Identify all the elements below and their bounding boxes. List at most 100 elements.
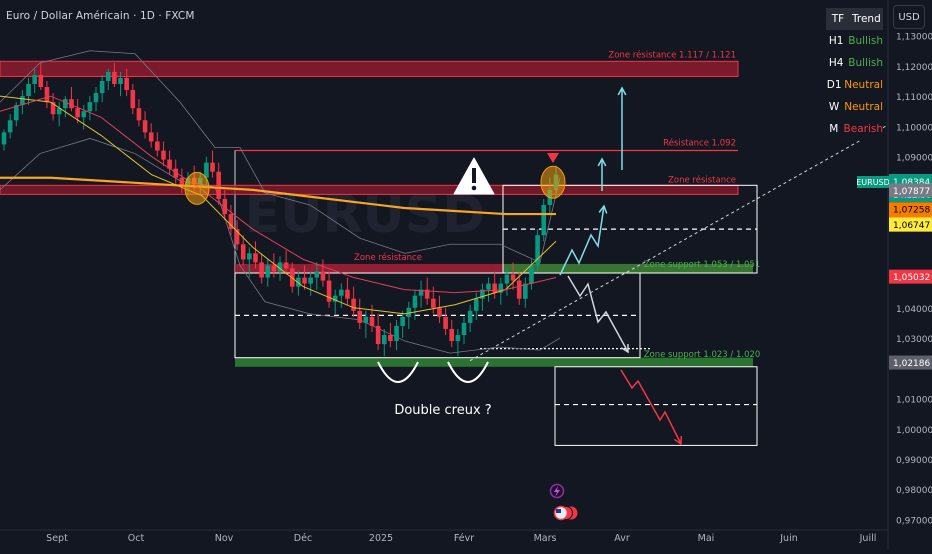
warning-icon-bar bbox=[472, 168, 476, 183]
candle-body bbox=[81, 111, 87, 118]
candle-body bbox=[63, 99, 68, 109]
candle-body bbox=[112, 71, 117, 84]
candle-body bbox=[13, 105, 19, 121]
candle-body bbox=[179, 177, 185, 187]
zone-label: Zone résistance bbox=[354, 252, 422, 263]
candle-body bbox=[130, 90, 136, 109]
target-arrow-top-head bbox=[617, 86, 627, 96]
zone-label: Zone résistance 1.117 / 1.121 bbox=[608, 49, 736, 60]
candle-body bbox=[56, 108, 62, 115]
candle-body bbox=[339, 289, 344, 296]
candle-body bbox=[99, 80, 105, 94]
candle-body bbox=[345, 289, 350, 299]
trend-timeframe: H4 bbox=[828, 57, 844, 69]
price-tag bbox=[889, 217, 932, 232]
lightning-icon bbox=[554, 486, 560, 497]
trend-timeframe: M bbox=[829, 123, 839, 135]
trend-timeframe: H1 bbox=[828, 35, 844, 47]
candle-body bbox=[400, 316, 405, 326]
y-tick-label: 1,12000 bbox=[896, 63, 932, 73]
highlight-circle bbox=[184, 171, 210, 205]
y-tick-label: 1,00000 bbox=[896, 426, 932, 436]
candle-body bbox=[253, 253, 258, 263]
candle-body bbox=[148, 132, 154, 142]
candle-body bbox=[437, 307, 442, 317]
trend-row: D1 Neutral bbox=[826, 74, 883, 96]
bullish-path-arrow bbox=[559, 205, 605, 276]
y-tick-label: 0,97000 bbox=[896, 516, 932, 526]
candle-body bbox=[234, 229, 240, 245]
y-tick-label: 1,09000 bbox=[896, 154, 932, 164]
candle-body bbox=[375, 325, 381, 345]
candle-body bbox=[486, 283, 491, 290]
candle-body bbox=[259, 262, 264, 278]
target-arrow-mid-head bbox=[597, 157, 607, 167]
zone-resistance-top[interactable] bbox=[0, 60, 739, 77]
trend-row: W Neutral bbox=[826, 96, 883, 118]
candle-body bbox=[516, 280, 522, 299]
candle-body bbox=[498, 283, 504, 293]
candle-body bbox=[105, 71, 111, 81]
x-tick-label: Mars bbox=[534, 533, 557, 544]
candle-body bbox=[222, 198, 228, 215]
trend-value: Neutral bbox=[844, 101, 883, 113]
candle-body bbox=[369, 316, 375, 326]
candle-body bbox=[308, 277, 313, 284]
warning-icon-dot bbox=[471, 185, 477, 191]
highlight-circle bbox=[540, 165, 566, 199]
candle-body bbox=[406, 307, 412, 317]
candle-body bbox=[240, 244, 246, 260]
candle-body bbox=[69, 99, 74, 109]
candle-body bbox=[314, 271, 320, 278]
y-tick-label: 0,99000 bbox=[896, 456, 932, 466]
currency-button[interactable]: USD bbox=[893, 5, 925, 29]
candle-body bbox=[32, 74, 37, 84]
candle-body bbox=[363, 316, 369, 323]
breakdown-arrow-head bbox=[674, 435, 683, 446]
ma-yellow-line bbox=[0, 95, 557, 315]
candle-body bbox=[20, 96, 25, 106]
candle-body bbox=[461, 322, 467, 336]
candle-body bbox=[412, 295, 418, 308]
candle-body bbox=[277, 262, 283, 272]
price-tag bbox=[889, 202, 932, 217]
candle-body bbox=[87, 102, 93, 112]
price-tag bbox=[889, 269, 932, 284]
candle-body bbox=[455, 335, 461, 342]
trend-row: M Bearish bbox=[826, 118, 883, 140]
zone-resistance-low[interactable] bbox=[235, 263, 753, 274]
candle-body bbox=[167, 159, 172, 169]
symbol-tag bbox=[857, 176, 889, 188]
x-tick-label: Mai bbox=[698, 533, 715, 544]
candle-body bbox=[443, 316, 448, 329]
candle-body bbox=[449, 328, 455, 342]
x-tick-label: Sept bbox=[46, 533, 68, 544]
trend-line bbox=[469, 124, 889, 362]
candle-body bbox=[424, 289, 430, 299]
down-marker-icon bbox=[547, 153, 559, 163]
candle-body bbox=[161, 150, 166, 160]
trend-value: Bullish bbox=[848, 35, 883, 47]
trend-timeframe: W bbox=[828, 101, 840, 113]
candle-body bbox=[473, 298, 479, 311]
y-tick-label: 1,10000 bbox=[896, 123, 932, 133]
x-tick-label: Oct bbox=[128, 533, 145, 544]
candle-body bbox=[271, 265, 277, 272]
breakdown-arrow bbox=[620, 369, 682, 445]
zone-label: Résistance 1.092 bbox=[663, 138, 736, 149]
candle-body bbox=[44, 87, 50, 103]
trend-table-header: TF Trend bbox=[826, 8, 883, 30]
candle-body bbox=[504, 274, 510, 284]
ma-orange-line bbox=[0, 176, 556, 216]
candle-body bbox=[394, 325, 399, 342]
candle-body bbox=[332, 295, 338, 302]
y-tick-label: 1,04000 bbox=[896, 305, 932, 315]
y-tick-label: 0,98000 bbox=[896, 486, 932, 496]
zone-support-upper[interactable] bbox=[503, 263, 753, 274]
candle-body bbox=[155, 141, 160, 151]
zone-resistance-mid[interactable] bbox=[0, 184, 739, 195]
zone-support-lower[interactable] bbox=[235, 357, 753, 367]
